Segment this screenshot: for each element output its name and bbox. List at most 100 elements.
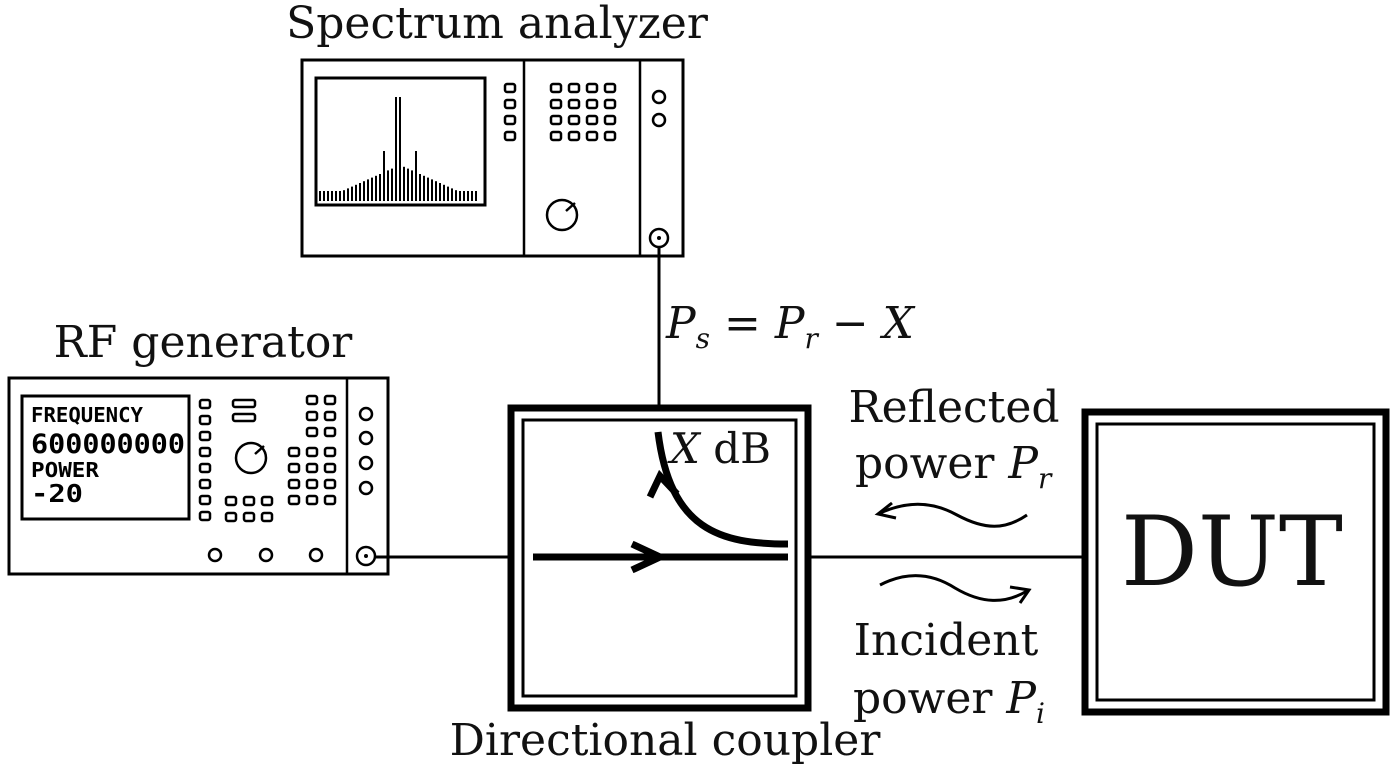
panel-button: [603, 82, 617, 94]
incident-wave: [879, 574, 1028, 602]
reflected-power-label-line2: power Pr: [855, 438, 1053, 495]
panel-button: [567, 130, 581, 142]
panel-button: [287, 446, 301, 458]
incident-power-label: Incident: [854, 615, 1039, 666]
panel-button: [323, 446, 337, 458]
rf-generator-buttons: [198, 394, 337, 523]
port-connector: [358, 480, 374, 496]
panel-button: [503, 114, 517, 126]
power-equation: Ps = Pr − X: [665, 298, 916, 355]
panel-button: [198, 414, 212, 426]
panel-button: [305, 462, 319, 474]
panel-button: [549, 98, 563, 110]
spectrum-trace: [319, 97, 477, 201]
tuning-knob: [545, 198, 579, 232]
coupled-line: [654, 431, 789, 548]
rf-output-connector-pin: [364, 554, 368, 558]
dut-inner-frame: [1095, 422, 1376, 702]
spectrum-analyzer-side-buttons: [503, 82, 517, 142]
panel-button: [549, 114, 563, 126]
panel-button: [585, 98, 599, 110]
display-frequency-label: FREQUENCY: [31, 403, 143, 427]
rf-input-connector-pin: [657, 236, 661, 240]
panel-button: [260, 495, 274, 507]
rf-generator-display: [20, 394, 191, 521]
panel-button: [287, 478, 301, 490]
panel-button: [323, 494, 337, 506]
spectrum-analyzer: [300, 58, 685, 258]
panel-button: [231, 412, 257, 423]
port-connector: [651, 89, 667, 105]
reflected-wave-arrow-head: [874, 501, 897, 520]
rf-generator: FREQUENCY 600000000 POWER -20: [7, 376, 390, 576]
dut-label: DUT: [1121, 496, 1343, 608]
panel-button: [305, 426, 319, 438]
display-power-value: -20: [31, 479, 83, 508]
panel-button: [567, 98, 581, 110]
panel-button: [323, 426, 337, 438]
panel-button: [242, 495, 256, 507]
panel-button: [198, 478, 212, 490]
display-frequency-value: 600000000: [31, 429, 185, 460]
panel-button: [198, 494, 212, 506]
incident-power-label-line2: power Pi: [853, 673, 1045, 730]
port-connector: [358, 430, 374, 446]
panel-button: [549, 82, 563, 94]
directional-coupler: [507, 404, 812, 712]
coupling-factor-label: X dB: [667, 424, 771, 473]
panel-button: [305, 494, 319, 506]
panel-button: [305, 446, 319, 458]
panel-button: [503, 130, 517, 142]
port-connector: [651, 112, 667, 128]
panel-button: [224, 511, 238, 523]
panel-button: [323, 478, 337, 490]
panel-button: [585, 114, 599, 126]
panel-button: [305, 478, 319, 490]
port-connector: [207, 547, 223, 563]
rf-generator-label: RF generator: [54, 317, 354, 368]
panel-button: [585, 82, 599, 94]
rf-generator-knob: [234, 441, 268, 475]
panel-button: [305, 410, 319, 422]
tuning-knob-indicator: [565, 202, 576, 212]
reflected-wave: [879, 502, 1028, 528]
panel-button: [242, 511, 256, 523]
panel-button: [287, 462, 301, 474]
forward-arrow-head: [630, 540, 669, 574]
incident-wave-arrow-head: [1009, 585, 1032, 604]
directional-coupler-label: Directional coupler: [450, 715, 882, 766]
panel-button: [603, 130, 617, 142]
panel-button: [567, 82, 581, 94]
panel-button: [305, 394, 319, 406]
panel-button: [260, 511, 274, 523]
panel-button: [198, 462, 212, 474]
port-connector: [358, 406, 374, 422]
panel-button: [231, 398, 257, 409]
display-power-label: POWER: [31, 458, 100, 482]
port-connector: [308, 547, 324, 563]
reflected-power-label: Reflected: [848, 382, 1059, 433]
rf-generator-knob-indicator: [254, 445, 265, 455]
port-connector: [258, 547, 274, 563]
panel-button: [323, 462, 337, 474]
panel-button: [585, 130, 599, 142]
panel-button: [198, 430, 212, 442]
panel-button: [503, 82, 517, 94]
coupler-inner-frame: [521, 418, 798, 698]
dut: DUT: [1081, 408, 1390, 716]
panel-button: [503, 98, 517, 110]
panel-button: [198, 510, 212, 522]
port-connector: [358, 455, 374, 471]
panel-button: [567, 114, 581, 126]
panel-button: [287, 494, 301, 506]
panel-button: [603, 114, 617, 126]
dut-outer-frame: [1081, 408, 1390, 716]
coupled-arrow-head: [646, 469, 680, 499]
panel-button: [224, 495, 238, 507]
panel-button: [323, 410, 337, 422]
panel-button: [198, 446, 212, 458]
panel-button: [603, 98, 617, 110]
spectrum-analyzer-label: Spectrum analyzer: [286, 0, 709, 49]
spectrum-analyzer-keypad: [549, 82, 617, 142]
